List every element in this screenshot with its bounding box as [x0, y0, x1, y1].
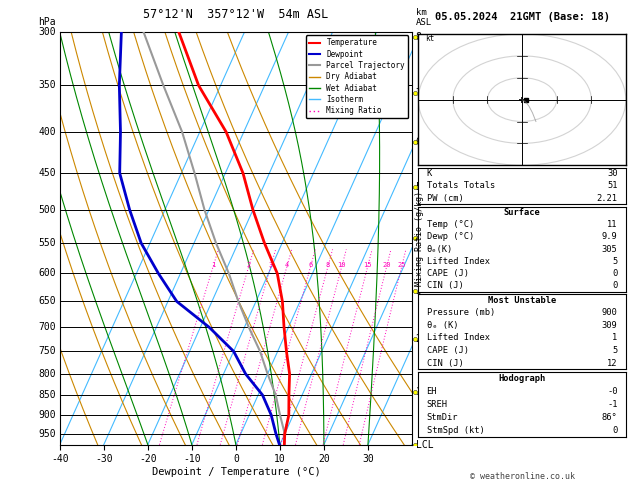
Text: 7: 7 — [416, 88, 421, 98]
Text: 0: 0 — [612, 269, 618, 278]
Text: Temp (°C): Temp (°C) — [426, 220, 474, 229]
Text: Totals Totals: Totals Totals — [426, 181, 495, 191]
Text: 1: 1 — [211, 261, 215, 268]
Legend: Temperature, Dewpoint, Parcel Trajectory, Dry Adiabat, Wet Adiabat, Isotherm, Mi: Temperature, Dewpoint, Parcel Trajectory… — [306, 35, 408, 118]
Text: EH: EH — [426, 387, 437, 396]
Text: 8: 8 — [416, 33, 421, 42]
Text: StmDir: StmDir — [426, 413, 458, 422]
Text: 9.9: 9.9 — [602, 232, 618, 242]
Text: km
ASL: km ASL — [416, 8, 431, 27]
Text: 4: 4 — [284, 261, 289, 268]
Text: kt: kt — [425, 34, 435, 43]
Text: 2.21: 2.21 — [596, 193, 618, 203]
Text: 15: 15 — [363, 261, 372, 268]
Text: CAPE (J): CAPE (J) — [426, 346, 469, 355]
Text: 5: 5 — [612, 257, 618, 266]
Text: 1: 1 — [416, 387, 421, 397]
Text: 2: 2 — [416, 333, 421, 344]
Text: 11: 11 — [607, 220, 618, 229]
Text: 5: 5 — [416, 182, 421, 192]
Text: Lifted Index: Lifted Index — [426, 257, 489, 266]
Text: CIN (J): CIN (J) — [426, 281, 464, 290]
Text: -1: -1 — [607, 400, 618, 409]
Text: 700: 700 — [38, 322, 56, 332]
Text: 500: 500 — [38, 205, 56, 215]
Text: θₑ (K): θₑ (K) — [426, 321, 458, 330]
Text: 309: 309 — [602, 321, 618, 330]
Text: CIN (J): CIN (J) — [426, 359, 464, 367]
Text: 86°: 86° — [602, 413, 618, 422]
Text: 3: 3 — [269, 261, 272, 268]
Text: StmSpd (kt): StmSpd (kt) — [426, 426, 484, 435]
Text: 57°12'N  357°12'W  54m ASL: 57°12'N 357°12'W 54m ASL — [143, 8, 328, 21]
Text: Lifted Index: Lifted Index — [426, 333, 489, 343]
Text: 30: 30 — [607, 169, 618, 178]
Text: Dewp (°C): Dewp (°C) — [426, 232, 474, 242]
Text: 0: 0 — [612, 281, 618, 290]
Text: Surface: Surface — [504, 208, 540, 217]
Text: 300: 300 — [38, 27, 56, 36]
X-axis label: Dewpoint / Temperature (°C): Dewpoint / Temperature (°C) — [152, 467, 320, 477]
Text: 305: 305 — [602, 244, 618, 254]
Text: 5: 5 — [612, 346, 618, 355]
Text: 900: 900 — [602, 308, 618, 317]
Text: 6: 6 — [308, 261, 313, 268]
Text: 51: 51 — [607, 181, 618, 191]
Text: LCL: LCL — [416, 440, 433, 450]
Text: Pressure (mb): Pressure (mb) — [426, 308, 495, 317]
Text: 3: 3 — [416, 285, 421, 295]
Text: 8: 8 — [326, 261, 330, 268]
Text: 05.05.2024  21GMT (Base: 18): 05.05.2024 21GMT (Base: 18) — [435, 12, 610, 22]
Text: 10: 10 — [337, 261, 346, 268]
Text: 0: 0 — [612, 426, 618, 435]
Text: 12: 12 — [607, 359, 618, 367]
Text: Most Unstable: Most Unstable — [488, 296, 556, 305]
Text: 2: 2 — [247, 261, 250, 268]
Text: 25: 25 — [397, 261, 406, 268]
Text: 650: 650 — [38, 296, 56, 306]
Text: 20: 20 — [382, 261, 391, 268]
Text: PW (cm): PW (cm) — [426, 193, 464, 203]
Text: 4: 4 — [416, 233, 421, 243]
Text: Mixing Ratio (g/kg): Mixing Ratio (g/kg) — [415, 191, 424, 286]
Text: K: K — [426, 169, 432, 178]
Text: © weatheronline.co.uk: © weatheronline.co.uk — [470, 472, 574, 481]
Text: θₑ(K): θₑ(K) — [426, 244, 453, 254]
Text: Hodograph: Hodograph — [498, 374, 546, 383]
Text: 950: 950 — [38, 429, 56, 439]
Text: SREH: SREH — [426, 400, 448, 409]
Text: 1: 1 — [612, 333, 618, 343]
Text: 600: 600 — [38, 268, 56, 278]
Text: 900: 900 — [38, 410, 56, 420]
Text: -0: -0 — [607, 387, 618, 396]
Text: 400: 400 — [38, 127, 56, 137]
Text: CAPE (J): CAPE (J) — [426, 269, 469, 278]
Text: hPa: hPa — [38, 17, 56, 27]
Text: 6: 6 — [416, 138, 421, 147]
Text: 850: 850 — [38, 390, 56, 400]
Text: 350: 350 — [38, 80, 56, 90]
Text: 450: 450 — [38, 168, 56, 178]
Text: 550: 550 — [38, 238, 56, 248]
Text: 750: 750 — [38, 347, 56, 356]
Text: 800: 800 — [38, 369, 56, 379]
